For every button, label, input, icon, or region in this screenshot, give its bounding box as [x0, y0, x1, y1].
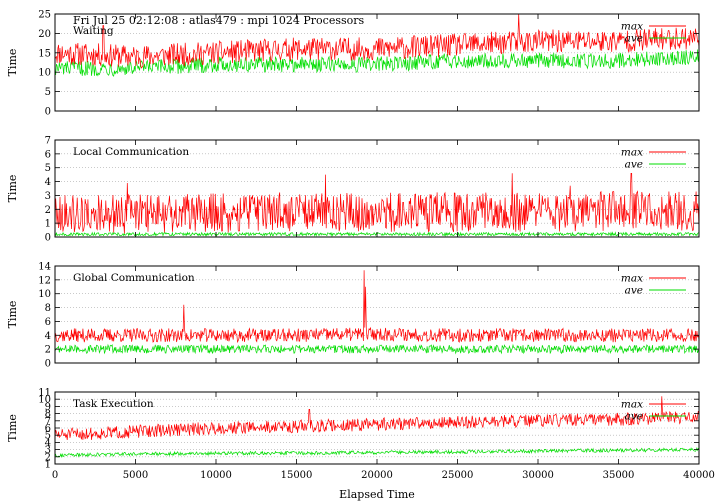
y-tick-label: 10: [38, 289, 51, 300]
header-text: Fri Jul 25 02:12:08 : atlas479 : mpi 102…: [73, 14, 365, 27]
y-tick-label: 0: [45, 107, 51, 118]
x-tick-label: 30000: [522, 470, 554, 481]
series-ave: [54, 343, 700, 355]
y-tick-label: 3: [45, 191, 51, 202]
panel-title: Global Communication: [73, 272, 195, 284]
x-tick-label: 0: [52, 470, 58, 481]
y-tick-label: 7: [45, 416, 51, 427]
y-tick-label: 6: [45, 149, 51, 160]
x-tick-label: 15000: [281, 470, 313, 481]
y-tick-label: 9: [45, 402, 51, 413]
y-tick-label: 12: [38, 275, 51, 286]
y-axis-label: Time: [6, 414, 19, 442]
y-tick-label: 6: [45, 424, 51, 435]
y-tick-label: 14: [38, 262, 51, 273]
y-tick-label: 8: [45, 409, 51, 420]
y-tick-label: 4: [45, 177, 51, 188]
y-tick-label: 25: [38, 10, 51, 21]
y-tick-label: 4: [45, 438, 51, 449]
y-axis-label: Time: [6, 49, 19, 77]
x-tick-label: 25000: [442, 470, 474, 481]
y-tick-label: 20: [38, 29, 51, 40]
y-tick-label: 0: [45, 233, 51, 244]
x-tick-label: 20000: [361, 470, 393, 481]
y-tick-label: 10: [38, 68, 51, 79]
x-axis-label: Elapsed Time: [339, 488, 415, 501]
legend-label-max: max: [621, 399, 643, 411]
y-tick-label: 2: [45, 345, 51, 356]
series-max: [54, 396, 700, 441]
y-tick-label: 2: [45, 452, 51, 463]
panel-title: Local Communication: [73, 146, 189, 158]
series-ave: [54, 49, 700, 77]
y-tick-label: 11: [38, 388, 51, 399]
y-axis-label: Time: [6, 175, 19, 203]
legend-label-ave: ave: [625, 411, 643, 423]
panel-title: Waiting: [73, 25, 114, 37]
series-ave: [54, 447, 700, 459]
y-tick-label: 1: [45, 460, 51, 471]
legend-label-max: max: [621, 21, 643, 33]
x-tick-label: 35000: [603, 470, 635, 481]
y-tick-label: 6: [45, 317, 51, 328]
y-tick-label: 0: [45, 359, 51, 370]
x-tick-label: 10000: [200, 470, 232, 481]
legend-label-max: max: [621, 273, 643, 285]
y-tick-label: 8: [45, 303, 51, 314]
y-tick-label: 10: [38, 395, 51, 406]
y-tick-label: 5: [45, 163, 51, 174]
y-axis-label: Time: [6, 301, 19, 329]
legend-label-ave: ave: [625, 159, 643, 171]
x-tick-label: 40000: [683, 470, 715, 481]
y-tick-label: 5: [45, 87, 51, 98]
legend-label-ave: ave: [625, 285, 643, 297]
panel-title: Task Execution: [73, 398, 154, 410]
legend-label-ave: ave: [625, 33, 643, 45]
panel-3: 0 2 4 6 8 10 12 14 Time Global Communication maxav…: [6, 262, 700, 370]
y-tick-label: 5: [45, 431, 51, 442]
y-tick-label: 15: [38, 48, 51, 59]
series-max: [54, 172, 700, 234]
y-tick-label: 3: [45, 445, 51, 456]
y-tick-label: 4: [45, 331, 51, 342]
x-tick-label: 5000: [123, 470, 148, 481]
series-max: [54, 270, 700, 344]
series-max: [54, 13, 700, 69]
y-tick-label: 7: [45, 136, 51, 147]
y-tick-label: 2: [45, 205, 51, 216]
legend-label-max: max: [621, 147, 643, 159]
y-tick-label: 1: [45, 219, 51, 230]
